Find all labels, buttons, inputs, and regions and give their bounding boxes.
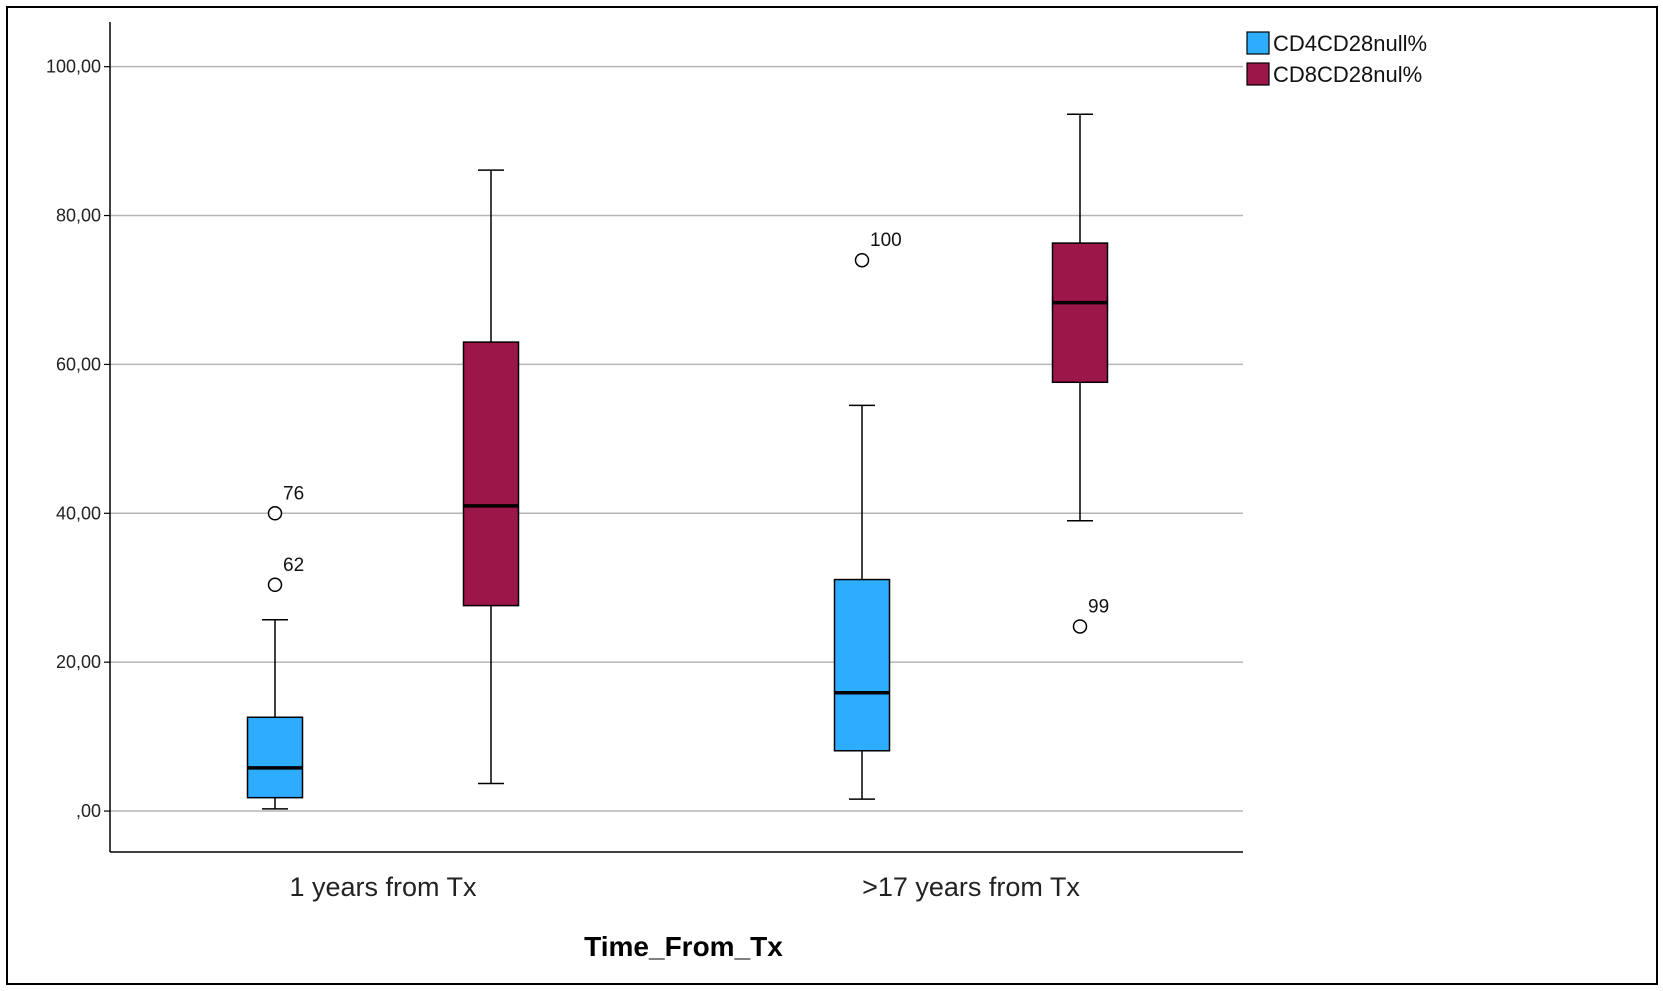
legend: CD4CD28null% CD8CD28nul%	[1246, 31, 1427, 87]
box-0-1: 100	[833, 230, 902, 800]
iqr-box	[246, 716, 304, 799]
outlier-label: 99	[1088, 596, 1109, 617]
y-tick-label-0: ,00	[76, 801, 101, 821]
legend-label-0: CD4CD28null%	[1273, 31, 1427, 56]
outlier-label: 76	[283, 483, 304, 504]
boxes: 76 62 100 99	[246, 113, 1109, 810]
y-tick-label-2: 40,00	[56, 503, 101, 523]
legend-swatch-0	[1246, 31, 1270, 55]
y-tick-label-4: 80,00	[56, 206, 101, 226]
box-1-0	[462, 169, 520, 785]
outlier-point	[267, 577, 283, 593]
axes	[109, 22, 1243, 853]
x-category-label-0: 1 years from Tx	[289, 872, 477, 902]
chart-frame	[6, 6, 1658, 985]
outlier-point	[267, 506, 283, 521]
x-axis-categories: 1 years from Tx >17 years from Tx	[289, 872, 1080, 902]
iqr-box	[462, 341, 520, 607]
iqr-box	[1051, 242, 1109, 384]
y-tick-label-1: 20,00	[56, 652, 101, 672]
outlier-label: 62	[283, 555, 304, 576]
outlier-point	[854, 252, 870, 268]
x-axis-title: Time_From_Tx	[584, 931, 783, 962]
grid-lines	[110, 65, 1243, 812]
box-1-1: 99	[1051, 113, 1109, 634]
legend-swatch-1	[1246, 62, 1270, 86]
y-tick-label-5: 100,00	[46, 57, 101, 77]
x-category-label-1: >17 years from Tx	[862, 872, 1080, 902]
outlier-point	[1072, 619, 1088, 634]
iqr-box	[833, 578, 891, 752]
box-0-0: 76 62	[246, 483, 304, 810]
outlier-label: 100	[870, 230, 902, 251]
legend-label-1: CD8CD28nul%	[1273, 62, 1422, 87]
y-tick-label-3: 60,00	[56, 354, 101, 374]
y-axis-ticks: ,00 20,00 40,00 60,00 80,00 100,00	[46, 57, 110, 821]
